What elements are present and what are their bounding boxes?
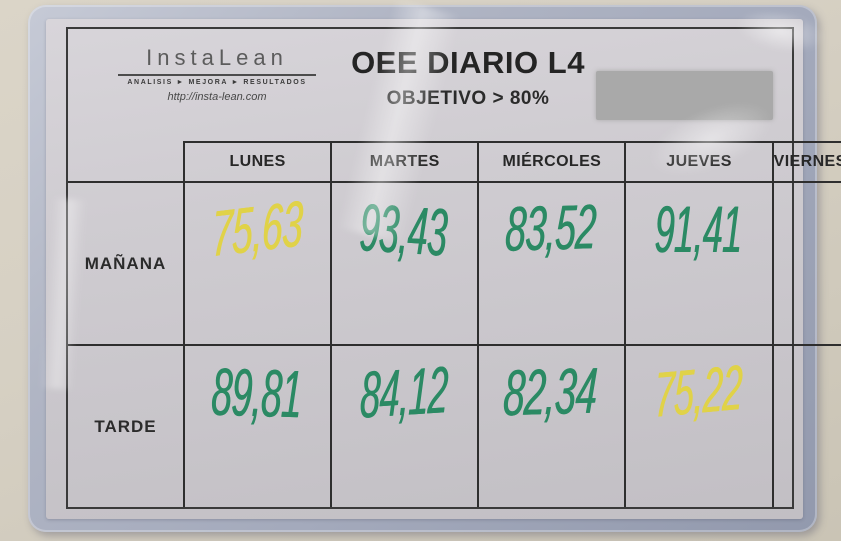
value-cell-manana-jueves: 91,41 — [624, 181, 772, 344]
value-cell-tarde-viernes — [771, 344, 841, 507]
row-label-manana: MAÑANA — [68, 181, 183, 344]
value-cell-tarde-martes: 84,12 — [330, 344, 478, 507]
value-cell-manana-viernes — [771, 181, 841, 344]
table-corner-cell — [68, 141, 183, 181]
paper-sheet: InstaLean ANALISIS ► MEJORA ► RESULTADOS… — [39, 0, 841, 519]
handwritten-value: 83,52 — [504, 191, 598, 265]
title-block: OEE DIARIO L4 OBJETIVO > 80% — [320, 45, 616, 110]
handwritten-value: 75,22 — [654, 351, 743, 431]
logo-name: InstaLean — [118, 45, 316, 76]
value-cell-tarde-lunes: 89,81 — [183, 344, 331, 507]
value-cell-manana-lunes: 75,63 — [183, 181, 331, 344]
column-header-lunes: LUNES — [183, 141, 331, 181]
plastic-sleeve: InstaLean ANALISIS ► MEJORA ► RESULTADOS… — [28, 0, 841, 532]
handwritten-value: 84,12 — [359, 352, 449, 433]
page-subtitle: OBJETIVO > 80% — [386, 88, 550, 109]
logo-tagline: ANALISIS ► MEJORA ► RESULTADOS — [127, 79, 307, 86]
handwritten-value: 93,43 — [357, 189, 449, 271]
value-cell-tarde-jueves: 75,22 — [624, 344, 772, 507]
column-header-viernes: VIERNES — [771, 141, 841, 181]
instalean-logo: InstaLean ANALISIS ► MEJORA ► RESULTADOS… — [118, 45, 316, 103]
handwritten-value: 89,81 — [209, 354, 303, 432]
column-header-miercoles: MIÉRCOLES — [477, 141, 625, 181]
handwritten-value: 82,34 — [501, 354, 599, 430]
column-header-jueves: JUEVES — [624, 141, 772, 181]
handwritten-value: 75,63 — [210, 187, 303, 271]
logo-url: http://insta-lean.com — [167, 91, 267, 103]
row-label-tarde: TARDE — [68, 344, 183, 507]
page-header: InstaLean ANALISIS ► MEJORA ► RESULTADOS… — [68, 29, 792, 141]
oee-table: LUNES MARTES MIÉRCOLES JUEVES VIERNES MA… — [68, 141, 841, 507]
column-header-martes: MARTES — [330, 141, 478, 181]
value-cell-manana-miercoles: 83,52 — [477, 181, 625, 344]
handwritten-value: 91,41 — [654, 192, 743, 267]
page-title: OEE DIARIO L4 — [351, 45, 585, 80]
redacted-area — [596, 71, 773, 120]
value-cell-manana-martes: 93,43 — [330, 181, 478, 344]
page-border-frame: InstaLean ANALISIS ► MEJORA ► RESULTADOS… — [66, 27, 841, 509]
value-cell-tarde-miercoles: 82,34 — [477, 344, 625, 507]
